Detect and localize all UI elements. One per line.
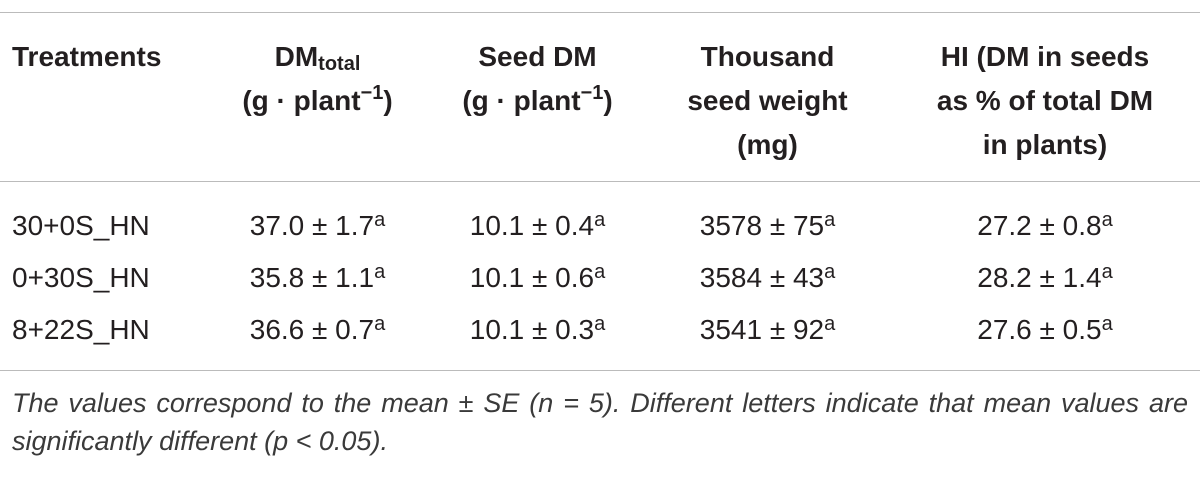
row-label: 8+22S_HN: [0, 304, 205, 371]
cell-value: 10.1 ± 0.4: [469, 210, 595, 241]
header-text: HI (DM in seeds: [940, 41, 1150, 72]
header-cell: Seed DM (g · plant−1): [430, 13, 645, 182]
header-text: total: [318, 53, 361, 75]
table-cell: 3578 ± 75a: [645, 182, 890, 253]
header-cell: HI (DM in seeds as % of total DM in plants…: [890, 13, 1200, 182]
header-cell: DMtotal (g · plant−1): [205, 13, 430, 182]
cell-value: 27.2 ± 0.8: [977, 210, 1102, 241]
header-line: in plants): [890, 123, 1200, 167]
table-cell: 36.6 ± 0.7a: [205, 304, 430, 371]
footnote: The values correspond to the mean ± SE (…: [12, 388, 1188, 456]
header-text: ): [383, 85, 393, 116]
header-line: (mg): [645, 123, 890, 167]
header-text: as % of total DM: [936, 85, 1154, 116]
significance-letter: a: [824, 261, 836, 283]
cell-value: 3578 ± 75: [699, 210, 825, 241]
header-text: in plants): [982, 129, 1108, 160]
header-line: Treatments: [12, 35, 205, 79]
header-cell: Thousand seed weight (mg): [645, 13, 890, 182]
cell-value: 3541 ± 92: [699, 314, 825, 345]
header-row: Treatments DMtotal (g · plant−1) Seed DM (g …: [0, 12, 1200, 182]
header-line: DMtotal: [205, 35, 430, 79]
table-cell: 27.2 ± 0.8a: [890, 182, 1200, 253]
significance-letter: a: [374, 261, 386, 283]
table-cell: 3584 ± 43a: [645, 252, 890, 304]
significance-letter: a: [1101, 313, 1113, 335]
header-line: Thousand: [645, 35, 890, 79]
header-line: seed weight: [645, 79, 890, 123]
table-cell: 27.6 ± 0.5a: [890, 304, 1200, 371]
significance-letter: a: [1101, 261, 1113, 283]
significance-letter: a: [1101, 209, 1113, 231]
table-cell: 10.1 ± 0.4a: [430, 182, 645, 253]
significance-letter: a: [374, 209, 386, 231]
table-row: 30+0S_HN 37.0 ± 1.7a 10.1 ± 0.4a 3578 ± 75a…: [0, 182, 1200, 253]
table-cell: 10.1 ± 0.6a: [430, 252, 645, 304]
header-line: (g · plant−1): [430, 79, 645, 123]
treatment-name: 0+30S_HN: [12, 262, 150, 293]
header-text: −1: [360, 82, 384, 104]
header-text: (g · plant: [462, 85, 581, 116]
significance-letter: a: [594, 261, 606, 283]
table-cell: 3541 ± 92a: [645, 304, 890, 371]
treatment-name: 30+0S_HN: [12, 210, 150, 241]
header-text: (mg): [737, 129, 798, 160]
cell-value: 36.6 ± 0.7: [249, 314, 375, 345]
cell-value: 28.2 ± 1.4: [977, 262, 1102, 293]
table-cell: 35.8 ± 1.1a: [205, 252, 430, 304]
significance-letter: a: [594, 313, 606, 335]
significance-letter: a: [594, 209, 606, 231]
table-body: 30+0S_HN 37.0 ± 1.7a 10.1 ± 0.4a 3578 ± 75a…: [0, 182, 1200, 371]
row-label: 30+0S_HN: [0, 182, 205, 253]
header-text: Treatments: [12, 41, 162, 72]
header-text: seed weight: [687, 85, 848, 116]
row-label: 0+30S_HN: [0, 252, 205, 304]
cell-value: 27.6 ± 0.5: [977, 314, 1102, 345]
header-cell: Treatments: [0, 13, 205, 182]
header-line: (g · plant−1): [205, 79, 430, 123]
header-text: (g · plant: [242, 85, 361, 116]
data-table: Treatments DMtotal (g · plant−1) Seed DM (g …: [0, 12, 1200, 371]
table-cell: 10.1 ± 0.3a: [430, 304, 645, 371]
significance-letter: a: [374, 313, 386, 335]
header-line: as % of total DM: [890, 79, 1200, 123]
header-text: Thousand: [700, 41, 835, 72]
header-text: DM: [274, 41, 319, 72]
header-line: HI (DM in seeds: [890, 35, 1200, 79]
header-text: ): [603, 85, 613, 116]
cell-value: 10.1 ± 0.6: [469, 262, 595, 293]
header-line: Seed DM: [430, 35, 645, 79]
significance-letter: a: [824, 209, 836, 231]
table-cell: 37.0 ± 1.7a: [205, 182, 430, 253]
table-row: 8+22S_HN 36.6 ± 0.7a 10.1 ± 0.3a 3541 ± 92a…: [0, 304, 1200, 371]
cell-value: 10.1 ± 0.3: [469, 314, 595, 345]
cell-value: 37.0 ± 1.7: [249, 210, 375, 241]
header-text: −1: [580, 82, 604, 104]
table-cell: 28.2 ± 1.4a: [890, 252, 1200, 304]
table-header: Treatments DMtotal (g · plant−1) Seed DM (g …: [0, 12, 1200, 182]
header-text: Seed DM: [478, 41, 597, 72]
cell-value: 35.8 ± 1.1: [249, 262, 375, 293]
cell-value: 3584 ± 43: [699, 262, 825, 293]
treatment-name: 8+22S_HN: [12, 314, 150, 345]
table-row: 0+30S_HN 35.8 ± 1.1a 10.1 ± 0.6a 3584 ± 43a…: [0, 252, 1200, 304]
significance-letter: a: [824, 313, 836, 335]
